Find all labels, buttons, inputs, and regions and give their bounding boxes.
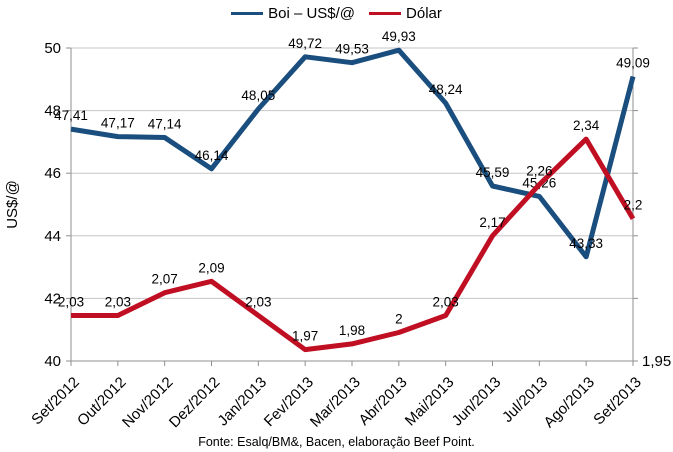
data-label: 2 [395, 312, 403, 327]
y-axis-title: US$/@ [4, 180, 21, 229]
y-tick-label: 50 [44, 40, 61, 57]
source-note: Fonte: Esalq/BM&, Bacen, elaboração Beef… [198, 435, 475, 449]
data-label: 49,09 [616, 55, 650, 70]
dolar-line-swatch [369, 12, 402, 15]
right-axis-label: 1,95 [642, 353, 671, 370]
data-label: 2,26 [526, 164, 552, 179]
x-tick-label: Mai/2013 [402, 374, 458, 430]
legend-label-boi: Boi – US$/@ [268, 5, 356, 22]
x-tick-label: Mar/2013 [307, 374, 364, 431]
data-label: 48,24 [429, 82, 463, 97]
x-tick-label: Fev/2013 [261, 374, 317, 430]
data-label: 47,41 [54, 108, 88, 123]
data-label: 49,72 [288, 36, 322, 51]
x-tick-label: Ago/2013 [541, 374, 598, 431]
data-label: 47,14 [148, 117, 182, 132]
data-label: 2,03 [245, 294, 271, 309]
data-label: 1,98 [339, 323, 365, 338]
x-tick-label: Set/2012 [28, 374, 82, 428]
data-label: 2,09 [198, 260, 224, 275]
data-label: 48,05 [241, 88, 275, 103]
data-label: 2,03 [433, 294, 459, 309]
y-tick-label: 40 [44, 353, 61, 370]
data-label: 46,14 [195, 148, 229, 163]
legend-item-boi: Boi – US$/@ [231, 5, 355, 22]
x-tick-label: Nov/2012 [119, 374, 176, 431]
data-label: 49,53 [335, 42, 369, 57]
data-label: 2,2 [624, 198, 643, 213]
data-label: 49,93 [382, 29, 416, 44]
data-label: 47,17 [101, 116, 135, 131]
data-label: 2,07 [152, 272, 178, 287]
boi-line-swatch [231, 12, 264, 15]
y-tick-label: 44 [44, 228, 61, 245]
y-tick-label: 48 [44, 103, 61, 120]
legend: Boi – US$/@ Dólar [0, 5, 673, 22]
dolar-series-line [71, 136, 636, 353]
x-tick-label: Jun/2013 [449, 374, 505, 430]
x-tick-label: Abr/2013 [356, 374, 411, 429]
y-tick-label: 42 [44, 290, 61, 307]
y-tick-label: 46 [44, 165, 61, 182]
data-label: 43,33 [569, 236, 603, 251]
legend-item-dolar: Dólar [369, 5, 442, 22]
x-tick-label: Dez/2012 [166, 374, 223, 431]
boi-series-line [70, 47, 636, 260]
data-label: 2,03 [105, 294, 131, 309]
x-tick-label: Jan/2013 [214, 374, 270, 430]
data-label: 2,03 [58, 294, 84, 309]
x-tick-label: Set/2013 [590, 374, 644, 428]
data-label: 2,17 [479, 215, 505, 230]
legend-label-dolar: Dólar [406, 5, 442, 22]
data-label: 1,97 [292, 329, 318, 344]
data-label: 45,59 [476, 165, 510, 180]
data-label: 2,34 [573, 118, 600, 133]
